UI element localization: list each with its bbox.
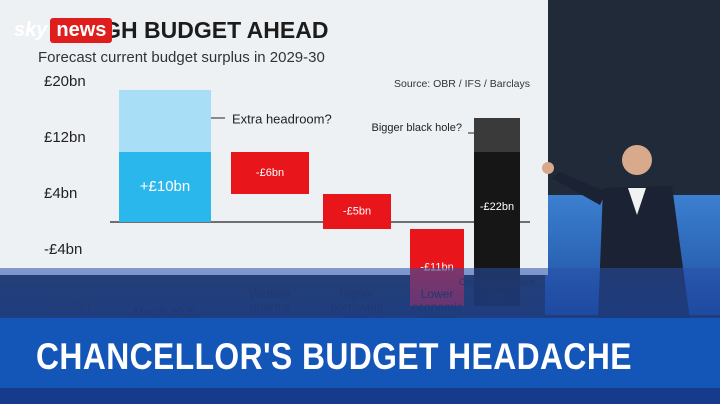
value-label: -£5bn <box>343 205 371 217</box>
bar <box>231 152 309 194</box>
extra-hole <box>474 118 520 152</box>
logo-name: news <box>50 18 113 43</box>
bar <box>119 152 211 222</box>
y-tick-label: £12bn <box>44 129 86 146</box>
chart-subtitle: Forecast current budget surplus in 2029-… <box>38 49 325 66</box>
annotation: Extra headroom? <box>232 111 332 126</box>
y-tick-label: -£4bn <box>44 241 82 258</box>
headroom <box>119 90 211 152</box>
value-label: -£6bn <box>256 167 284 179</box>
logo: sky news <box>14 18 113 43</box>
annotation: Bigger black hole? <box>371 122 462 134</box>
value-label: +£10bn <box>140 178 190 195</box>
logo-brand: sky <box>14 19 48 41</box>
banner <box>0 318 720 388</box>
source: Source: OBR / IFS / Barclays <box>394 78 530 90</box>
bar <box>323 194 391 229</box>
y-tick-label: £4bn <box>44 185 77 202</box>
value-label: -£22bn <box>480 201 514 213</box>
y-tick-label: £20bn <box>44 73 86 90</box>
plot: £20bn£12bn£4bn-£4bn-£12bn+£10bn-£6bn-£5b… <box>44 73 530 314</box>
headline: CHANCELLOR'S BUDGET HEADACHE <box>36 336 632 377</box>
